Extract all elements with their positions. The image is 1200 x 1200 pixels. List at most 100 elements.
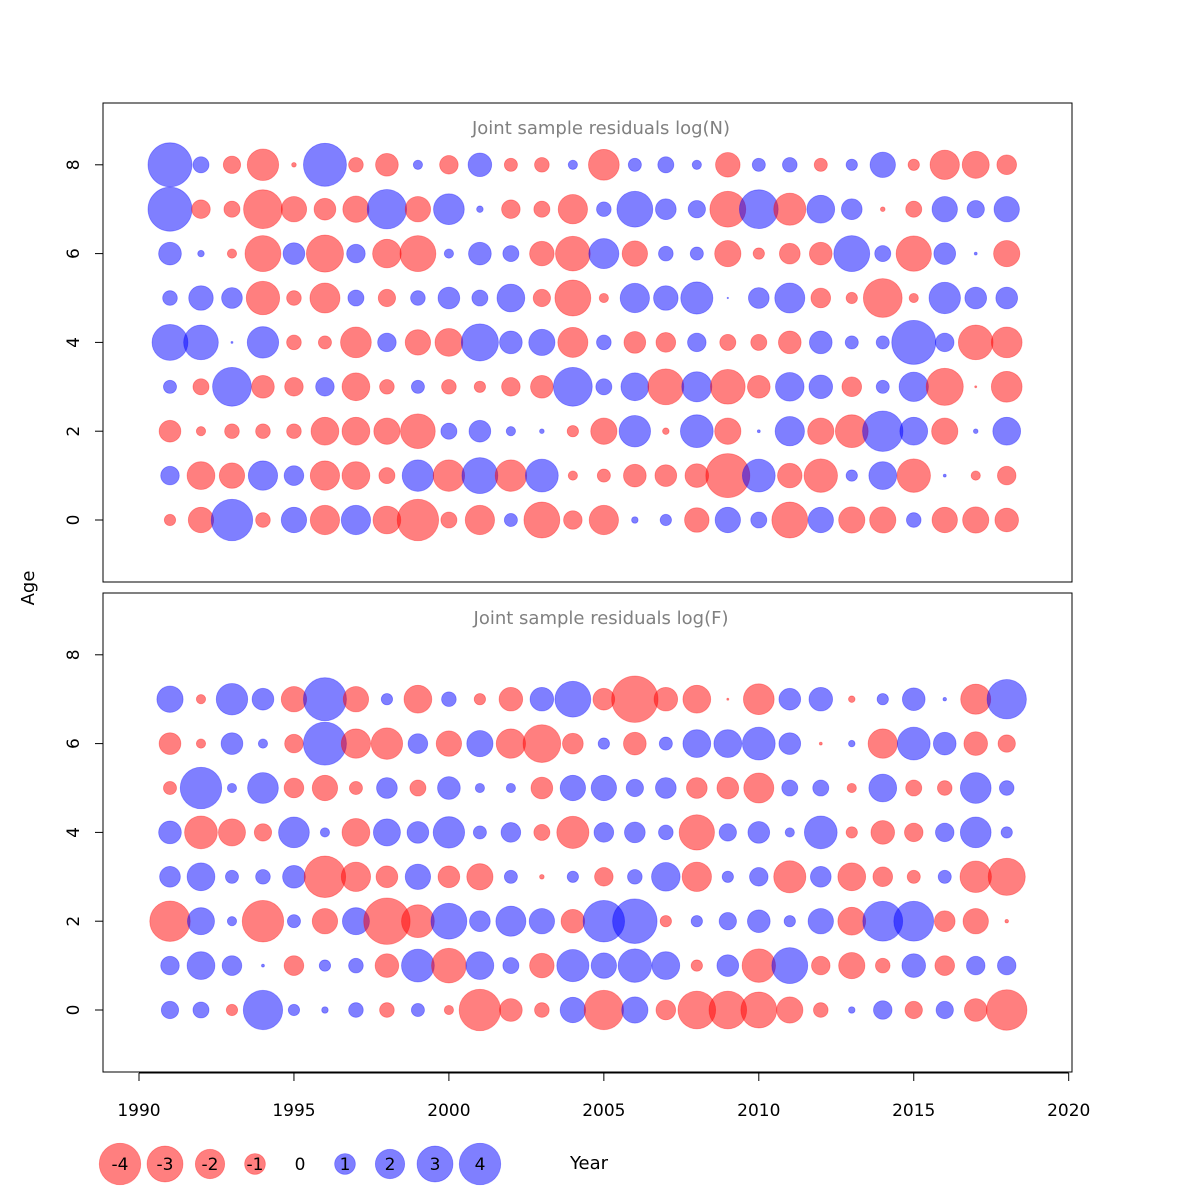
residual-bubble <box>373 818 401 847</box>
residual-bubble <box>225 869 239 884</box>
residual-bubble <box>651 862 681 892</box>
residual-bubble <box>621 996 649 1024</box>
residual-bubble <box>595 378 613 396</box>
residual-bubble <box>970 470 981 481</box>
residual-bubble <box>505 426 516 437</box>
residual-bubble <box>784 827 795 838</box>
residual-bubble <box>496 283 526 313</box>
panel-f-title: Joint sample residuals log(F) <box>473 608 729 629</box>
residual-bubble <box>740 991 778 1029</box>
residual-bubble <box>961 150 990 179</box>
residual-bubble <box>212 366 252 407</box>
residual-bubble <box>808 374 834 400</box>
residual-bubble <box>625 778 644 798</box>
residual-bubble <box>997 734 1016 753</box>
residual-bubble <box>530 776 554 800</box>
residual-bubble <box>224 423 240 439</box>
residual-bubble <box>502 245 520 263</box>
residual-bubble <box>410 1003 425 1017</box>
residual-bubble <box>409 779 427 797</box>
residual-bubble <box>562 732 584 755</box>
residual-bubble <box>596 201 612 217</box>
residual-bubble <box>997 955 1017 976</box>
residual-bubble <box>557 194 588 225</box>
residual-bubble <box>309 504 341 536</box>
residual-bubble <box>283 465 305 486</box>
residual-bubble <box>862 278 903 318</box>
legend-label: 1 <box>340 1155 351 1175</box>
residual-bubble <box>466 730 494 758</box>
residual-bubble <box>246 326 280 359</box>
residual-bubble <box>716 776 740 800</box>
residual-bubble <box>251 375 275 399</box>
residual-bubble <box>430 902 468 940</box>
residual-bubble <box>960 683 992 715</box>
residual-bubble <box>748 287 770 309</box>
residual-bubble <box>379 1002 395 1018</box>
residual-bubble <box>410 379 425 394</box>
residual-bubble <box>499 330 523 355</box>
residual-bubble <box>553 366 593 407</box>
residual-bubble <box>441 691 457 707</box>
residual-bubble <box>404 329 432 356</box>
residual-bubble <box>158 419 182 443</box>
residual-bubble <box>469 910 491 932</box>
residual-bubble <box>286 423 302 439</box>
residual-bubble <box>773 192 807 226</box>
residual-bubble <box>684 463 710 488</box>
residual-bubble <box>567 470 578 481</box>
residual-bubble <box>590 417 618 445</box>
residual-bubble <box>937 869 952 884</box>
residual-bubble <box>186 862 216 892</box>
residual-bubble <box>340 861 371 892</box>
residual-bubble <box>501 377 521 397</box>
residual-bubble <box>533 823 551 841</box>
residual-bubble <box>872 866 893 888</box>
residual-bubble <box>505 782 516 794</box>
residual-bubble <box>243 189 283 230</box>
x-axis-label: Year <box>569 1153 609 1174</box>
residual-bubble <box>255 512 271 528</box>
residual-bubble <box>499 998 523 1022</box>
residual-bubble <box>458 988 502 1032</box>
residual-bubble <box>396 498 440 542</box>
legend-label: -1 <box>247 1155 264 1175</box>
residual-bubble <box>690 959 703 972</box>
residual-bubble <box>845 826 858 839</box>
residual-bubble <box>534 1002 550 1018</box>
residual-bubble <box>187 506 215 534</box>
residual-bubble <box>747 375 771 399</box>
residual-bubble <box>716 954 740 977</box>
residual-bubble <box>718 912 737 931</box>
residual-bubble <box>244 235 282 272</box>
residual-bubble <box>501 199 521 219</box>
residual-bubble <box>623 731 647 756</box>
residual-bubble <box>655 777 677 799</box>
residual-bubble <box>713 729 743 758</box>
residual-bubble <box>750 511 768 529</box>
residual-bubble <box>286 334 302 351</box>
residual-bubble <box>410 290 426 306</box>
residual-bubble <box>682 729 712 758</box>
panel-n-title: Joint sample residuals log(N) <box>471 118 730 139</box>
residual-bubble <box>998 780 1015 796</box>
residual-bubble <box>875 379 890 394</box>
residual-bubble <box>597 737 610 750</box>
residual-bubble <box>437 865 461 889</box>
residual-bubble <box>319 827 330 838</box>
residual-bubble <box>230 340 234 344</box>
residual-bubble <box>803 458 838 493</box>
residual-bubble <box>556 815 590 849</box>
residual-bubble <box>714 417 742 445</box>
residual-bubble <box>808 686 834 712</box>
x-tick-label: 2005 <box>582 1101 625 1121</box>
residual-bubble <box>443 1004 454 1016</box>
residual-bubble <box>525 458 559 493</box>
residual-bubble <box>777 462 803 489</box>
residual-bubble <box>226 248 238 259</box>
residual-bubble <box>151 324 189 361</box>
residual-bubble <box>907 158 920 171</box>
residual-bubble <box>566 870 579 883</box>
residual-bubble <box>315 377 335 397</box>
residual-bubble <box>880 206 886 212</box>
